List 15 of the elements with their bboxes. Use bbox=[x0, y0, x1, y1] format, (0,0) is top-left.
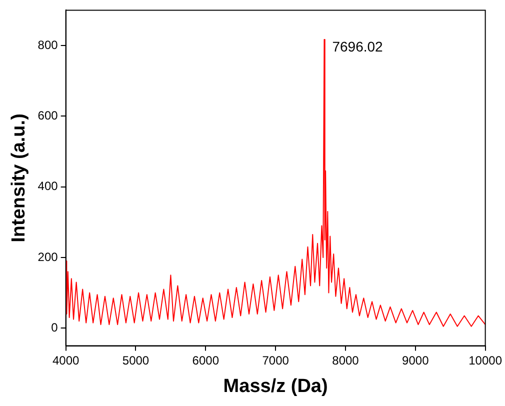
x-tick-label: 4000 bbox=[52, 353, 80, 368]
y-axis-title: Intensity (a.u.) bbox=[8, 114, 30, 242]
x-tick-label: 10000 bbox=[468, 353, 502, 368]
y-tick-label: 200 bbox=[38, 250, 58, 264]
y-tick-label: 0 bbox=[51, 320, 58, 334]
x-tick-label: 9000 bbox=[402, 353, 430, 368]
x-tick-label: 5000 bbox=[122, 353, 150, 368]
y-tick-label: 400 bbox=[38, 179, 58, 194]
y-tick-label: 800 bbox=[38, 38, 58, 52]
x-axis-title: Mass/z (Da) bbox=[223, 376, 328, 397]
y-tick-label: 600 bbox=[38, 108, 58, 122]
x-tick-label: 8000 bbox=[332, 353, 360, 368]
annotation: 7696.02 bbox=[332, 38, 384, 54]
x-tick-label: 7000 bbox=[262, 353, 290, 368]
x-tick-label: 6000 bbox=[192, 353, 220, 368]
